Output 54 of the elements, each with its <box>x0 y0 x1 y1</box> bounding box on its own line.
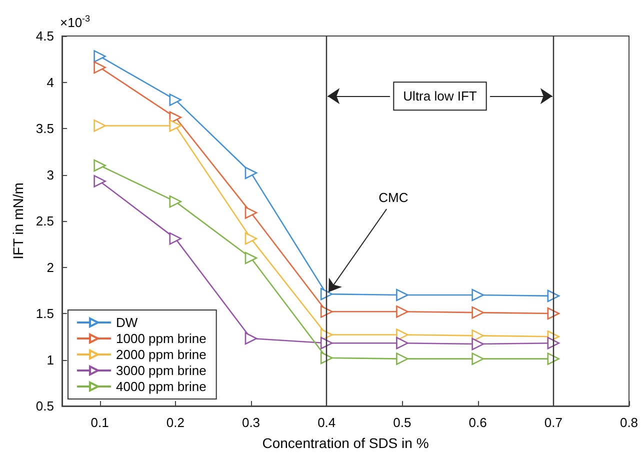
point <box>169 94 182 106</box>
point <box>320 288 333 300</box>
x-tick-label: 0.7 <box>544 415 562 430</box>
point <box>396 336 408 350</box>
y-tick-label: 2 <box>46 260 54 275</box>
point <box>169 232 182 245</box>
point <box>547 307 560 320</box>
point <box>396 306 408 318</box>
legend-label: DW <box>116 315 138 330</box>
point <box>244 332 258 345</box>
point <box>472 338 484 350</box>
legend-label: 1000 ppm brine <box>116 331 206 346</box>
y-tick-label: 4 <box>46 74 54 90</box>
y-tick-label: 1.5 <box>36 306 54 321</box>
x-axis-title: Concentration of SDS in % <box>262 435 429 451</box>
y-axis-title: IFT in mN/m <box>10 182 26 260</box>
point <box>94 159 106 172</box>
y-tick-label: 3.5 <box>36 121 54 136</box>
point <box>169 120 182 132</box>
point <box>472 288 484 302</box>
point <box>94 120 106 132</box>
x-tick-label: 0.6 <box>468 415 487 430</box>
x-tick-label: 0.2 <box>166 415 184 430</box>
point <box>244 166 258 180</box>
point <box>244 252 258 264</box>
y-tick-label: 4.5 <box>36 28 54 44</box>
point <box>244 232 258 245</box>
x-tick-label: 0.8 <box>620 415 638 430</box>
annotation: Ultra low IFT <box>403 88 477 104</box>
y-tick-label: 2.5 <box>36 214 54 228</box>
point <box>320 352 333 364</box>
annotation: CMC <box>378 190 408 206</box>
x-tick-label: 0.3 <box>242 415 260 430</box>
y-tick-label: 3 <box>46 167 54 182</box>
point <box>472 330 484 342</box>
legend-label: 4000 ppm brine <box>116 379 206 394</box>
legend-label: 3000 ppm brine <box>116 363 206 378</box>
x-tick-label: 0.5 <box>393 415 412 430</box>
point <box>396 288 408 302</box>
y-tick-label: 0.5 <box>36 398 54 414</box>
point <box>94 61 106 74</box>
point <box>396 352 408 365</box>
legend-label: 2000 ppm brine <box>116 347 206 362</box>
point <box>472 352 484 365</box>
point <box>320 336 333 350</box>
point <box>244 206 258 219</box>
point <box>472 306 484 319</box>
point <box>94 175 106 188</box>
point <box>169 195 182 208</box>
point <box>94 50 106 62</box>
x-tick-label: 0.4 <box>318 415 336 430</box>
y-tick-label: 1 <box>46 352 54 368</box>
x-tick-label: 0.1 <box>90 415 109 430</box>
point <box>320 306 333 318</box>
